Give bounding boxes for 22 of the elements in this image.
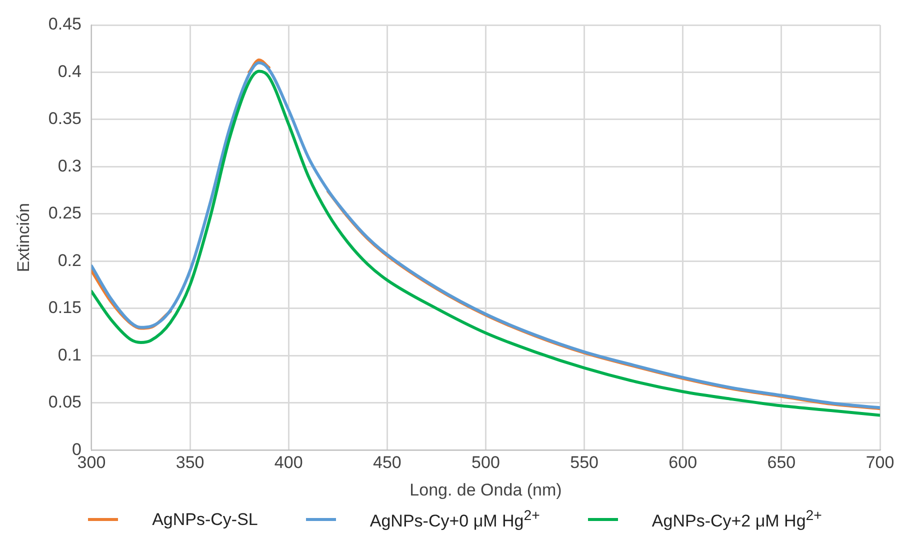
- x-tick-label: 350: [176, 453, 204, 472]
- x-tick-label: 700: [866, 453, 894, 472]
- y-tick-label: 0.3: [58, 156, 82, 176]
- y-tick-label: 0.1: [58, 345, 82, 364]
- legend-label: AgNPs-Cy-SL: [152, 510, 258, 530]
- legend-label: AgNPs-Cy+2 μM Hg$^{2+}$: [652, 508, 822, 532]
- x-tick-label: 450: [372, 453, 402, 472]
- x-tick-label: 600: [668, 453, 698, 472]
- y-tick-label: 0.4: [58, 62, 82, 81]
- x-tick-label: 500: [472, 453, 500, 472]
- y-tick-label: 0.15: [48, 298, 82, 318]
- y-tick-label: 0.2: [58, 250, 82, 270]
- x-axis-title: Long. de Onda (nm): [410, 480, 562, 500]
- y-tick-label: 0.05: [48, 392, 82, 412]
- y-tick-label: 0.25: [48, 204, 82, 223]
- y-tick-label: 0.35: [48, 109, 82, 128]
- legend-label: AgNPs-Cy+0 μM Hg$^{2+}$: [370, 508, 540, 532]
- x-tick-label: 550: [570, 453, 598, 472]
- y-axis-title: Extinción: [14, 203, 33, 272]
- x-tick-label: 400: [274, 453, 303, 472]
- y-tick-label: 0.45: [48, 14, 82, 34]
- x-tick-label: 650: [767, 453, 796, 472]
